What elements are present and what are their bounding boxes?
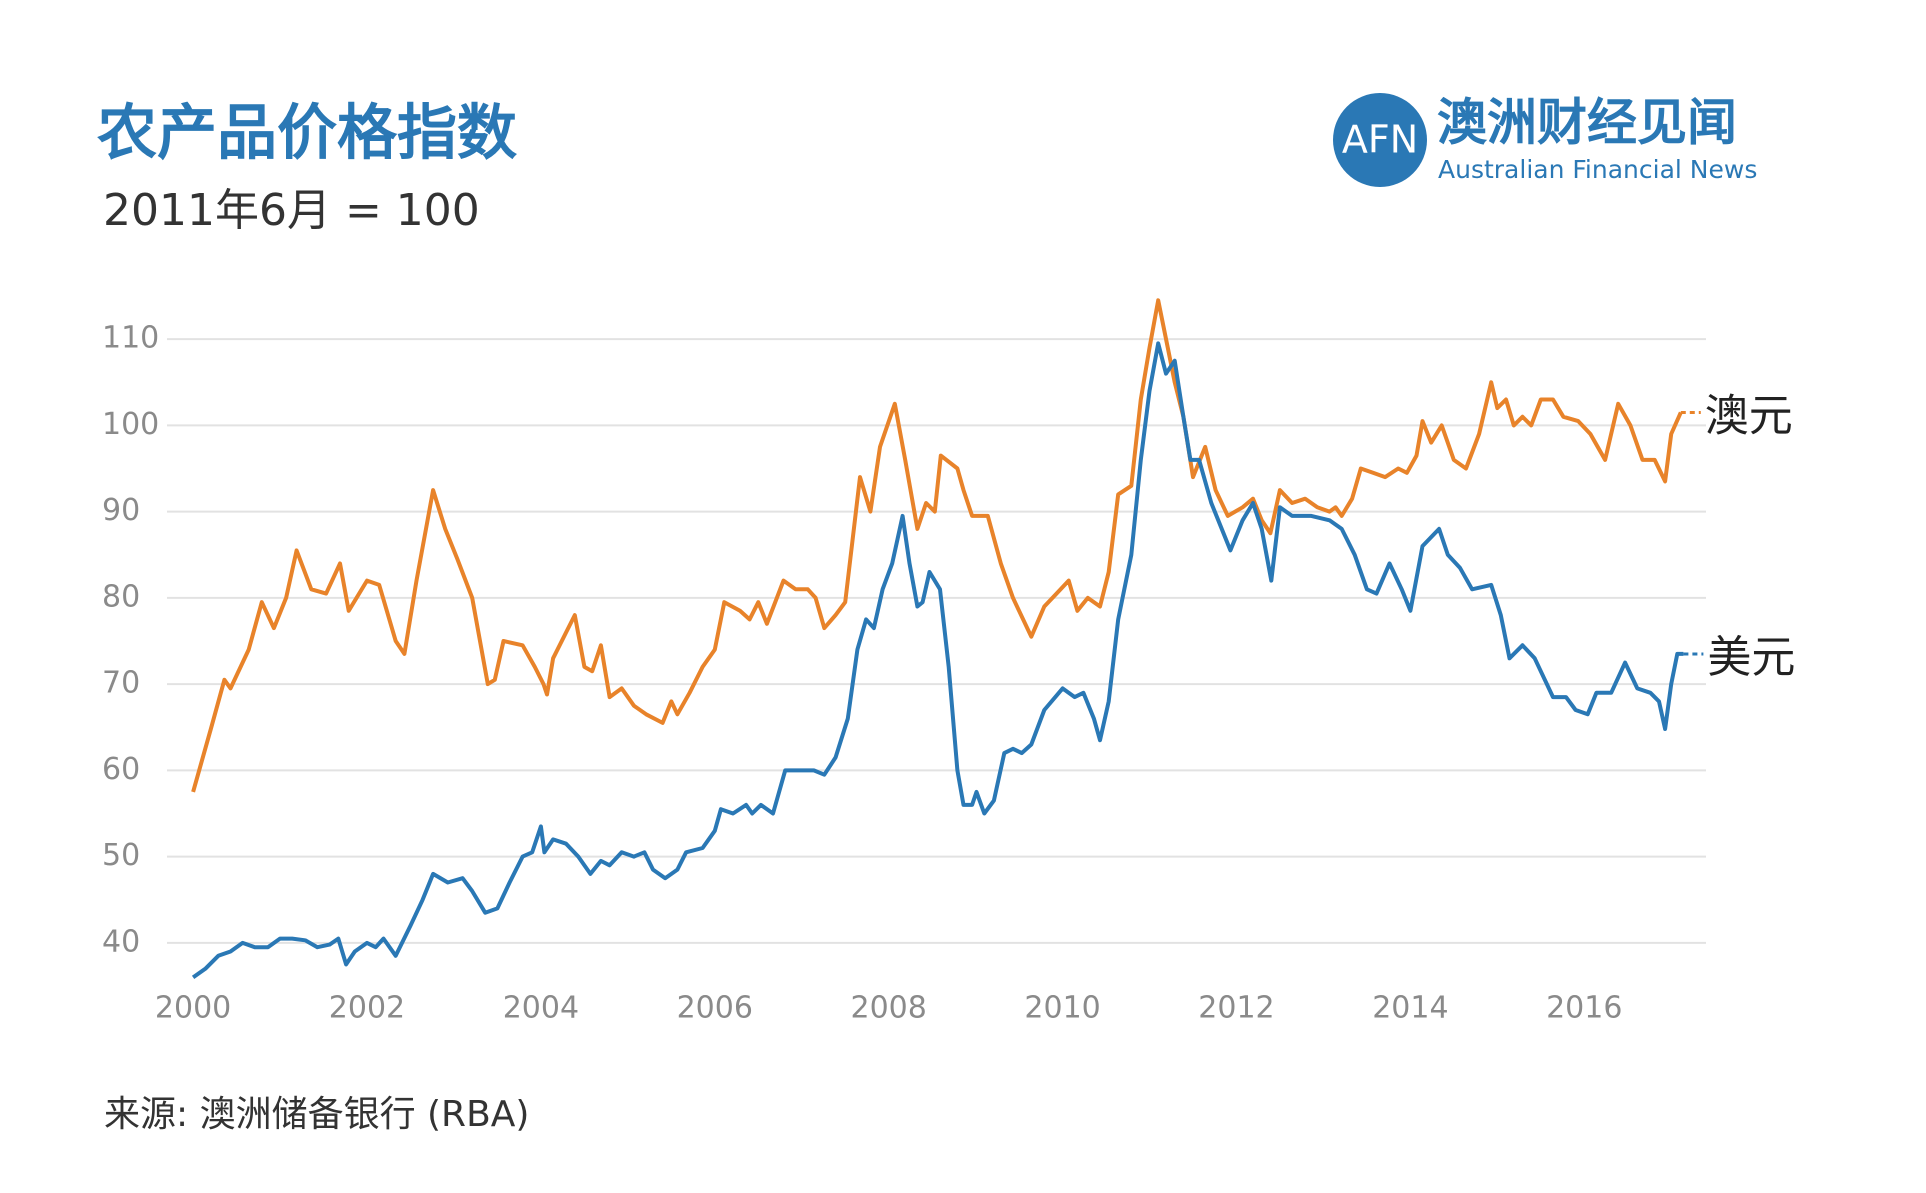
x-tick-label: 2016 [1546,991,1622,1026]
logo-name: 澳洲财经见闻 [1437,94,1737,152]
chart-subtitle: 2011年6月 = 100 [103,185,480,236]
chart-title: 农产品价格指数 [97,99,517,169]
logo-mark: AFN [1342,118,1418,162]
series-line [191,341,1684,980]
series-label: 美元 [1707,632,1795,683]
x-tick-label: 2000 [155,991,231,1026]
x-tick-label: 2008 [850,991,926,1026]
y-tick-label: 60 [102,752,140,787]
logo-circle [1333,93,1427,187]
series-label: 澳元 [1705,390,1793,441]
x-tick-label: 2014 [1372,991,1448,1026]
source: 来源: 澳洲储备银行 (RBA) [104,1094,529,1135]
series-line [191,298,1683,793]
y-tick-label: 100 [102,407,159,442]
y-tick-label: 90 [102,493,140,528]
x-tick-label: 2006 [677,991,753,1026]
y-tick-label: 110 [102,321,159,356]
y-tick-label: 40 [102,924,140,959]
x-tick-label: 2012 [1198,991,1274,1026]
y-tick-label: 70 [102,666,140,701]
logo-name-en: Australian Financial News [1438,155,1757,184]
x-tick-label: 2010 [1024,991,1100,1026]
y-tick-label: 80 [102,579,140,614]
y-tick-label: 50 [102,838,140,873]
x-tick-label: 2002 [329,991,405,1026]
x-tick-label: 2004 [503,991,579,1026]
